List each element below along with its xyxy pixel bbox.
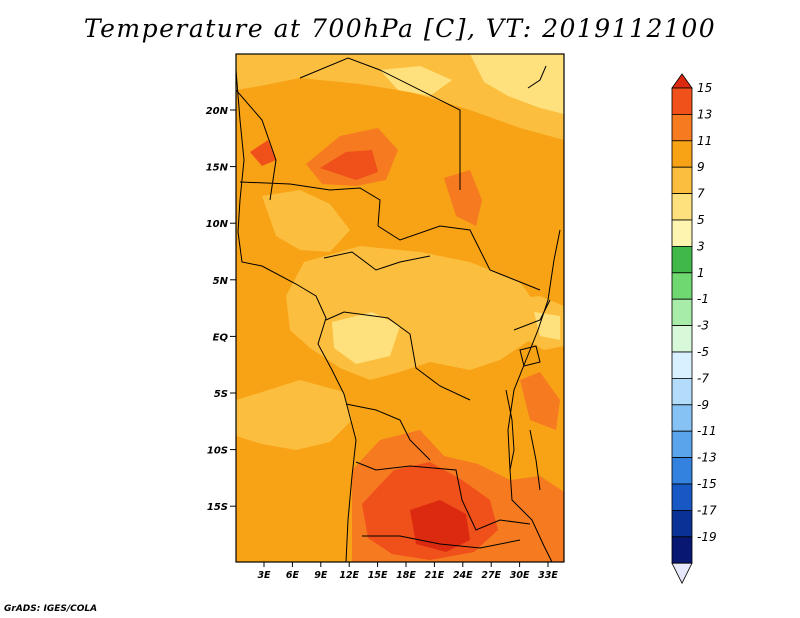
- colorbar-segment: [671, 114, 693, 142]
- border-central-3: [345, 403, 431, 461]
- colorbar-label: -7: [697, 371, 709, 385]
- colorbar-label: -3: [697, 319, 709, 333]
- colorbar-segment: [671, 166, 693, 194]
- colorbar-label: 7: [697, 187, 705, 201]
- colorbar-bottom-triangle: [671, 562, 693, 585]
- border-central-2: [325, 311, 471, 401]
- lon-tick-label: 30E: [510, 570, 530, 581]
- colorbar-label: -5: [697, 345, 709, 359]
- lon-tick-label: 33E: [538, 570, 558, 581]
- colorbar-segment: [671, 272, 693, 300]
- longitude-labels: 3E 6E 9E 12E 15E 18E 21E 24E 27E 30E 33E: [257, 570, 558, 581]
- latitude-labels: 20N 15N 10N 5N EQ 5S 10S 15S: [206, 106, 229, 513]
- lat-tick-label: 10S: [207, 446, 228, 457]
- colorbar-label: 1: [697, 266, 705, 280]
- colorbar-segment: [671, 509, 693, 538]
- grads-credit: GrADS: IGES/COLA: [4, 604, 98, 614]
- colorbar: 15 13 11 9 7 5 3 1 -1 -3 -5 -7 -9 -11 -13 -15 -17 -19: [671, 73, 717, 585]
- colorbar-segment: [671, 245, 693, 274]
- field-zone-11-sahara: [320, 150, 378, 180]
- axis-ticks: [230, 109, 549, 567]
- lat-tick-label: 5N: [213, 276, 229, 287]
- colorbar-label: -19: [697, 530, 717, 544]
- lat-tick-label: 10N: [206, 219, 229, 230]
- colorbar-segment: [671, 87, 693, 115]
- colorbar-segment: [671, 483, 693, 511]
- field-zone-7-west: [236, 380, 352, 450]
- colorbar-label: 11: [697, 134, 712, 148]
- lat-tick-label: EQ: [213, 332, 229, 343]
- colorbar-label: 5: [697, 213, 705, 227]
- field-zone-9-nile: [444, 170, 482, 226]
- temperature-field: [236, 54, 564, 562]
- border-sahel-1: [239, 181, 381, 227]
- coastline-west: [236, 69, 357, 562]
- field-zone-13-south: [410, 500, 470, 552]
- colorbar-label: 9: [697, 160, 705, 174]
- colorbar-label: -13: [697, 451, 717, 465]
- colorbar-segment: [671, 536, 693, 564]
- field-zone-5-congo: [332, 312, 400, 364]
- colorbar-label: -17: [697, 503, 717, 517]
- colorbar-segment: [671, 457, 693, 485]
- lake-tanganyika: [505, 389, 515, 471]
- colorbar-segment: [671, 377, 693, 406]
- field-zone-9-coast: [520, 372, 560, 430]
- colorbar-segment: [671, 298, 693, 327]
- lon-tick-label: 21E: [425, 570, 445, 581]
- border-central-1: [323, 251, 431, 271]
- colorbar-segment: [671, 325, 693, 353]
- lat-tick-label: 15N: [206, 163, 229, 174]
- field-zone-11-north: [250, 140, 276, 166]
- colorbar-segment: [671, 140, 693, 168]
- lake-malawi: [529, 429, 541, 491]
- border-south-1: [355, 461, 531, 531]
- lon-tick-label: 3E: [257, 570, 271, 581]
- border-north-2: [236, 89, 277, 201]
- colorbar-label: 15: [697, 81, 712, 95]
- map-frame: [235, 53, 565, 563]
- lon-tick-label: 15E: [368, 570, 388, 581]
- field-zone-5-northeast: [470, 54, 564, 114]
- colorbar-label: -9: [697, 398, 709, 412]
- border-east-1: [513, 299, 551, 331]
- colorbar-segment: [671, 351, 693, 379]
- lon-tick-label: 18E: [396, 570, 416, 581]
- coastline-east: [507, 65, 561, 562]
- colorbar-segment: [671, 430, 693, 459]
- colorbar-label: -1: [697, 292, 709, 306]
- lon-tick-label: 27E: [481, 570, 501, 581]
- lat-tick-label: 15S: [207, 502, 228, 513]
- colorbar-label: 13: [697, 107, 712, 121]
- field-zone-7-sahel: [262, 190, 350, 252]
- lat-tick-label: 20N: [206, 106, 229, 117]
- lake-victoria: [519, 345, 541, 367]
- chart-title: Temperature at 700hPa [C], VT: 201911210…: [83, 14, 717, 43]
- field-zone-5-north: [380, 66, 452, 96]
- boundaries: [236, 57, 561, 562]
- colorbar-segment: [671, 404, 693, 432]
- colorbar-label: -11: [697, 424, 717, 438]
- colorbar-top-triangle: [671, 73, 693, 89]
- border-north-1: [299, 57, 461, 190]
- colorbar-label: -15: [697, 477, 717, 491]
- colorbar-label: 3: [697, 239, 705, 253]
- border-south-2: [362, 535, 521, 549]
- lon-tick-label: 24E: [453, 570, 473, 581]
- colorbar-segment: [671, 219, 693, 247]
- border-sahel-2: [377, 225, 541, 291]
- lon-tick-label: 12E: [339, 570, 359, 581]
- lat-tick-label: 5S: [214, 389, 228, 400]
- lon-tick-label: 9E: [314, 570, 328, 581]
- lon-tick-label: 6E: [286, 570, 300, 581]
- colorbar-segment: [671, 193, 693, 221]
